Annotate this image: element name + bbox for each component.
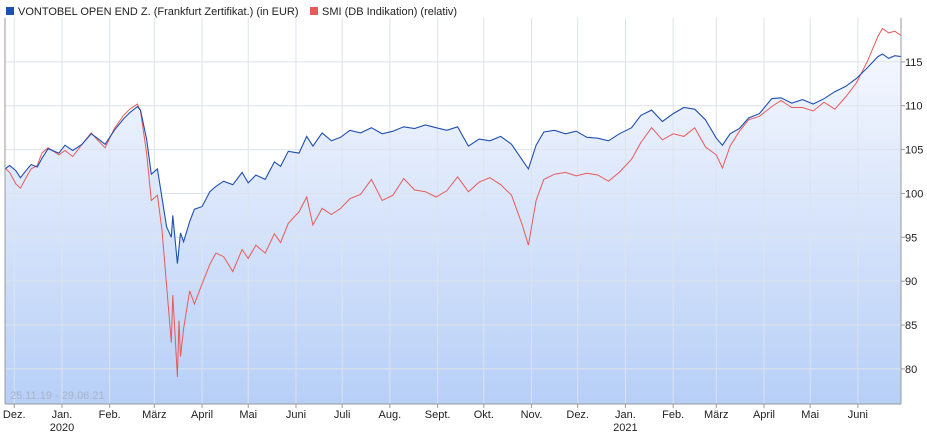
y-tick-label: 90 [905,276,917,288]
chart-legend: VONTOBEL OPEN END Z. (Frankfurt Zertifik… [6,6,457,18]
x-tick-label: Okt. [474,409,494,421]
x-tick-label: Nov. [521,409,543,421]
x-tick-label: April [191,409,213,421]
y-tick-label: 85 [905,320,917,332]
x-tick-label: Dez. [3,409,26,421]
x-tick-label: Juni [848,409,868,421]
x-tick-label: Feb. [99,409,121,421]
legend-swatch-smi [310,7,318,15]
grid-lines [5,18,901,404]
y-tick-label: 115 [905,57,923,69]
x-tick-label: Jan. [52,409,73,421]
x-year-label: 2021 [613,422,637,434]
x-tick-label: Feb. [662,409,684,421]
x-year-label: 2020 [50,422,74,434]
date-range-label: 25.11.19 - 29.06.21 [10,390,105,402]
x-tick-label: Dez. [566,409,589,421]
x-tick-label: Juli [334,409,351,421]
series-line-vontobel [5,53,901,264]
x-tick-label: April [753,409,775,421]
series-area-fill [5,54,901,404]
legend-label-vontobel: VONTOBEL OPEN END Z. (Frankfurt Zertifik… [18,6,299,18]
y-tick-label: 100 [905,188,923,200]
plot-area: 25.11.19 - 29.06.21 [4,18,902,405]
y-tick-label: 80 [905,364,917,376]
x-tick-label: Jan. [615,409,636,421]
y-tick-label: 110 [905,101,923,113]
x-tick-label: Juni [286,409,306,421]
x-tick-label: Aug. [379,409,402,421]
x-tick-label: März [704,409,728,421]
y-tick-label: 95 [905,232,917,244]
x-tick-label: Mai [801,409,819,421]
y-tick-label: 105 [905,145,923,157]
series-line-smi [5,27,901,377]
x-tick-label: Sept. [425,409,451,421]
legend-label-smi: SMI (DB Indikation) (relativ) [322,6,457,18]
legend-swatch-vontobel [6,7,14,15]
x-tick-label: Mai [239,409,257,421]
y-axis: 80 85 90 95 100 105 110 115 [901,57,923,376]
x-tick-label: März [142,409,166,421]
